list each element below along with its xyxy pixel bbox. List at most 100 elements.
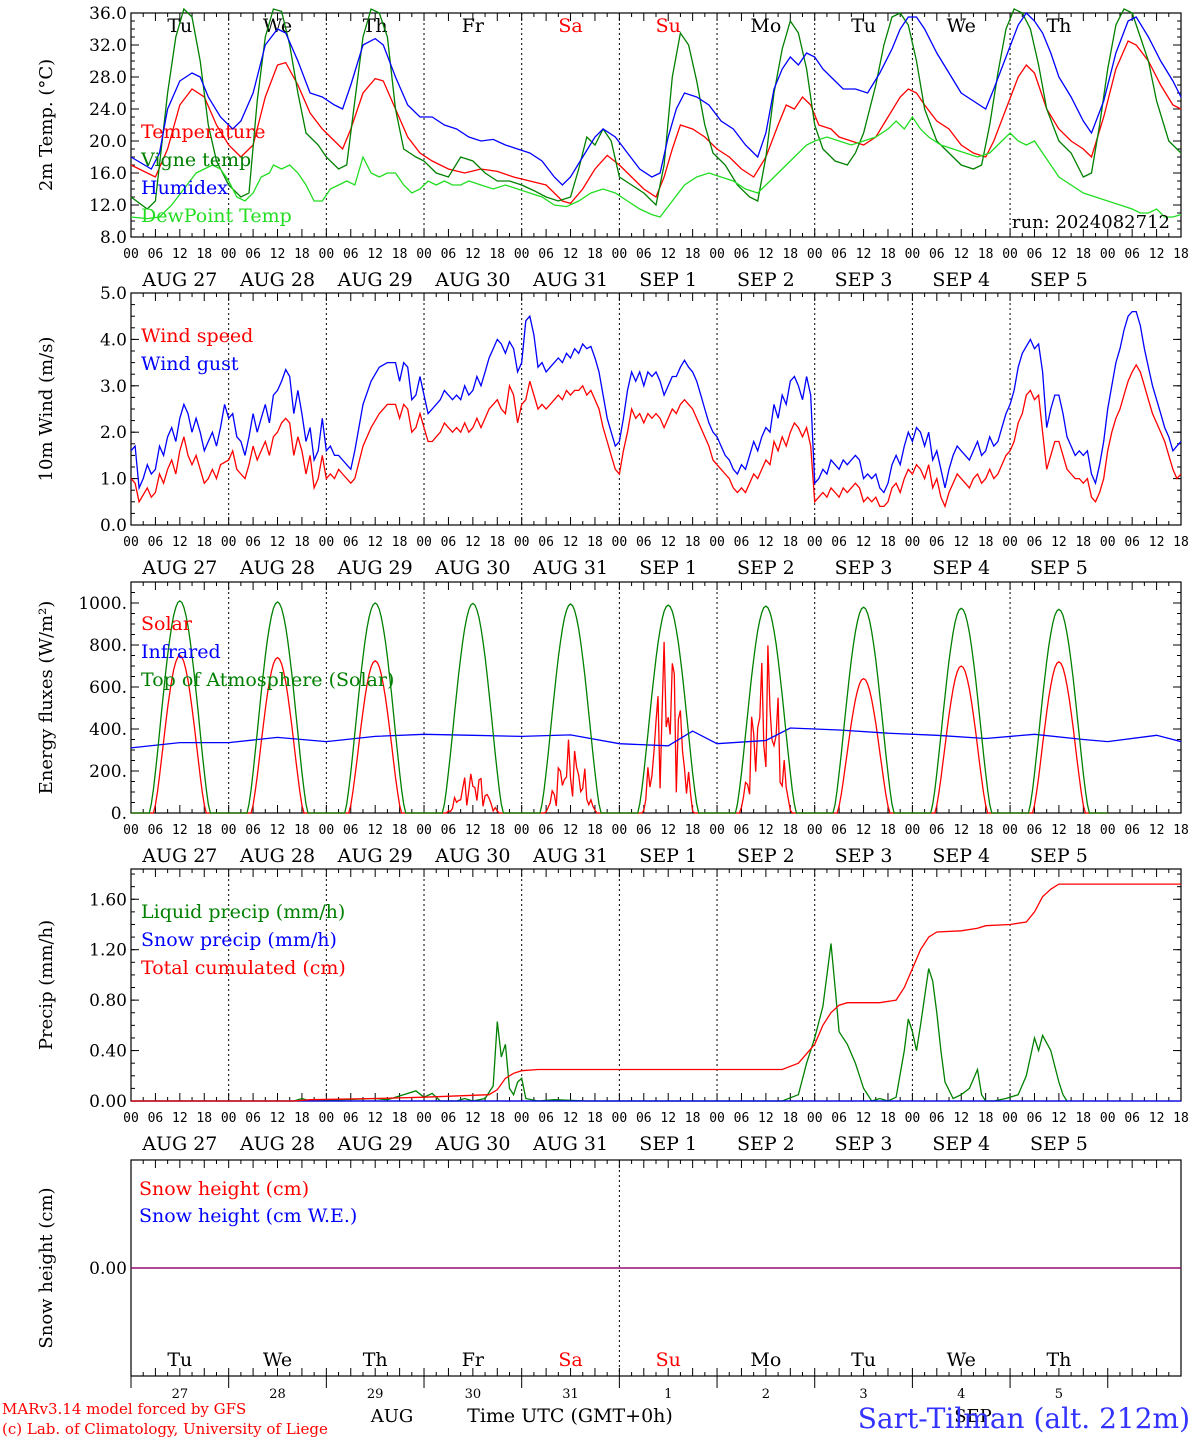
x-hour-label: 18 xyxy=(1075,1111,1091,1126)
x-date-labels: AUG 27 AUG 28 AUG 29 AUG 30 AUG 31 SEP 1 SEP 2… xyxy=(141,269,1088,291)
x-date-labels: AUG 27 AUG 28 AUG 29 AUG 30 AUG 31 SEP 1 SEP 2… xyxy=(141,1133,1088,1155)
x-date-label: AUG 30 xyxy=(434,269,510,291)
y-tick-label: 0. xyxy=(111,804,127,824)
series-group xyxy=(131,883,1181,1102)
x-hour-label: 12 xyxy=(953,1111,969,1126)
y-axis-label: Energy fluxes (W/m²) xyxy=(36,601,57,795)
series-line xyxy=(130,7,1182,210)
y-tick-label: 8.0 xyxy=(100,228,127,248)
series-line xyxy=(130,40,1182,205)
credit-line-1: MARv3.14 model forced by GFS xyxy=(2,1400,246,1418)
day-separators xyxy=(228,582,1011,813)
y-axis: 0. 200. 400. 600. 800. 1000. xyxy=(78,581,1181,824)
x-date-label: AUG 31 xyxy=(532,845,608,867)
x-hour-label: 06 xyxy=(245,247,261,262)
x-hour-label: 06 xyxy=(831,247,847,262)
footer: MARv3.14 model forced by GFS (c) Lab. of … xyxy=(2,1400,1190,1438)
legend-item: Humidex xyxy=(141,177,228,199)
x-axis-title: Time UTC (GMT+0h) xyxy=(467,1405,673,1427)
x-hour-label: 18 xyxy=(685,247,701,262)
x-date-label: SEP 3 xyxy=(835,269,893,291)
x-date-label: SEP 3 xyxy=(835,1133,893,1155)
x-hour-label: 00 xyxy=(1100,823,1116,838)
x-hour-label: 12 xyxy=(465,247,481,262)
x-hour-label: 06 xyxy=(441,1111,457,1126)
x-date-label: AUG 27 xyxy=(141,1133,217,1155)
legend-item: Liquid precip (mm/h) xyxy=(141,901,345,923)
x-hour-label: 06 xyxy=(148,823,164,838)
y-tick-label: 200. xyxy=(89,762,127,782)
x-date-label: AUG 30 xyxy=(434,845,510,867)
x-hour-label: 12 xyxy=(367,823,383,838)
y-tick-label: 12.0 xyxy=(89,196,127,216)
x-date-label: AUG 31 xyxy=(532,269,608,291)
legend: Snow height (cm) Snow height (cm W.E.) xyxy=(139,1178,357,1227)
weekday-label: Su xyxy=(656,15,681,37)
x-ticks xyxy=(130,13,1182,237)
x-hour-label: 00 xyxy=(514,823,530,838)
y-axis: 0.00 0.40 0.80 1.20 1.60 xyxy=(89,873,1181,1112)
legend-item: Wind speed xyxy=(141,325,253,347)
x-hour-label: 18 xyxy=(782,535,798,550)
weekday-label: We xyxy=(947,15,976,37)
weekday-label: Mo xyxy=(750,15,781,37)
x-hour-label: 18 xyxy=(978,247,994,262)
weekday-label: Tu xyxy=(167,1349,192,1371)
x-date-label: AUG 28 xyxy=(239,1133,315,1155)
x-hour-label: 06 xyxy=(245,823,261,838)
panel-4: 0.00 0.40 0.80 1.20 1.60 Precip (mm/h) 00 06 12 1… xyxy=(36,868,1189,1155)
legend-item: Snow height (cm) xyxy=(139,1178,309,1200)
x-hour-label: 00 xyxy=(1002,1111,1018,1126)
x-hour-label: 06 xyxy=(538,1111,554,1126)
weekday-labels: Tu We Th Fr Sa Su Mo Tu We Th xyxy=(167,1349,1071,1371)
x-date-label: AUG 27 xyxy=(141,269,217,291)
x-hour-label: 12 xyxy=(465,823,481,838)
x-hour-label: 06 xyxy=(636,823,652,838)
x-hour-label: 00 xyxy=(319,1111,335,1126)
y-tick-label: 0.40 xyxy=(89,1042,127,1062)
x-hour-label: 06 xyxy=(1027,1111,1043,1126)
x-hour-label: 18 xyxy=(685,535,701,550)
x-hour-label: 18 xyxy=(782,247,798,262)
x-hour-label: 06 xyxy=(636,535,652,550)
x-hour-label: 06 xyxy=(1124,535,1140,550)
x-hour-label: 00 xyxy=(123,1111,139,1126)
x-hour-label: 18 xyxy=(196,1111,212,1126)
x-hour-label: 00 xyxy=(612,535,628,550)
series-line xyxy=(130,727,1182,749)
x-hour-label: 06 xyxy=(1124,247,1140,262)
x-hour-label: 12 xyxy=(563,247,579,262)
y-tick-label: 32.0 xyxy=(89,36,127,56)
y-tick-label: 5.0 xyxy=(100,284,127,304)
y-axis: 0.00 xyxy=(89,1259,1181,1279)
x-hour-label: 00 xyxy=(416,247,432,262)
x-hour-label: 12 xyxy=(465,1111,481,1126)
x-hour-label: 12 xyxy=(953,247,969,262)
x-hour-label: 06 xyxy=(734,535,750,550)
x-hour-label: 00 xyxy=(1002,823,1018,838)
x-date-label: AUG 30 xyxy=(434,1133,510,1155)
series-group xyxy=(130,600,1182,814)
day-number-label: 30 xyxy=(465,1387,482,1402)
legend-item: Snow height (cm W.E.) xyxy=(139,1205,357,1227)
x-hour-label: 12 xyxy=(563,535,579,550)
x-hour-label: 12 xyxy=(856,535,872,550)
x-hour-label: 00 xyxy=(709,1111,725,1126)
weekday-label: Fr xyxy=(462,1349,485,1371)
x-hour-label: 12 xyxy=(563,823,579,838)
weekday-label: Tu xyxy=(851,1349,876,1371)
y-axis-label: 10m Wind (m/s) xyxy=(36,337,57,482)
x-hour-label: 18 xyxy=(392,1111,408,1126)
x-hour-label: 06 xyxy=(343,247,359,262)
y-tick-label: 36.0 xyxy=(89,4,127,24)
x-date-label: SEP 1 xyxy=(639,557,697,579)
x-hour-label: 18 xyxy=(196,535,212,550)
y-tick-label: 600. xyxy=(89,678,127,698)
panel-5: 0.00 Snow height (cm) Snow height (cm) Snow… xyxy=(36,1159,1182,1402)
x-hour-label: 06 xyxy=(734,823,750,838)
x-date-label: SEP 4 xyxy=(932,845,990,867)
x-hour-label: 06 xyxy=(929,535,945,550)
y-tick-label: 800. xyxy=(89,636,127,656)
weekday-label: We xyxy=(263,15,292,37)
